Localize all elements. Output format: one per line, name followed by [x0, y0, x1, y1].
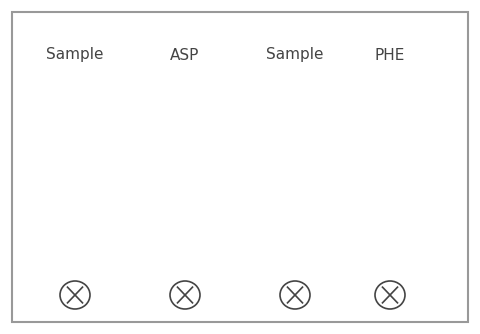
Text: PHE: PHE: [375, 47, 405, 62]
Text: Sample: Sample: [46, 47, 104, 62]
Ellipse shape: [280, 281, 310, 309]
Ellipse shape: [60, 281, 90, 309]
FancyBboxPatch shape: [12, 12, 468, 322]
Ellipse shape: [375, 281, 405, 309]
Ellipse shape: [170, 281, 200, 309]
Text: Sample: Sample: [266, 47, 324, 62]
Text: ASP: ASP: [170, 47, 200, 62]
